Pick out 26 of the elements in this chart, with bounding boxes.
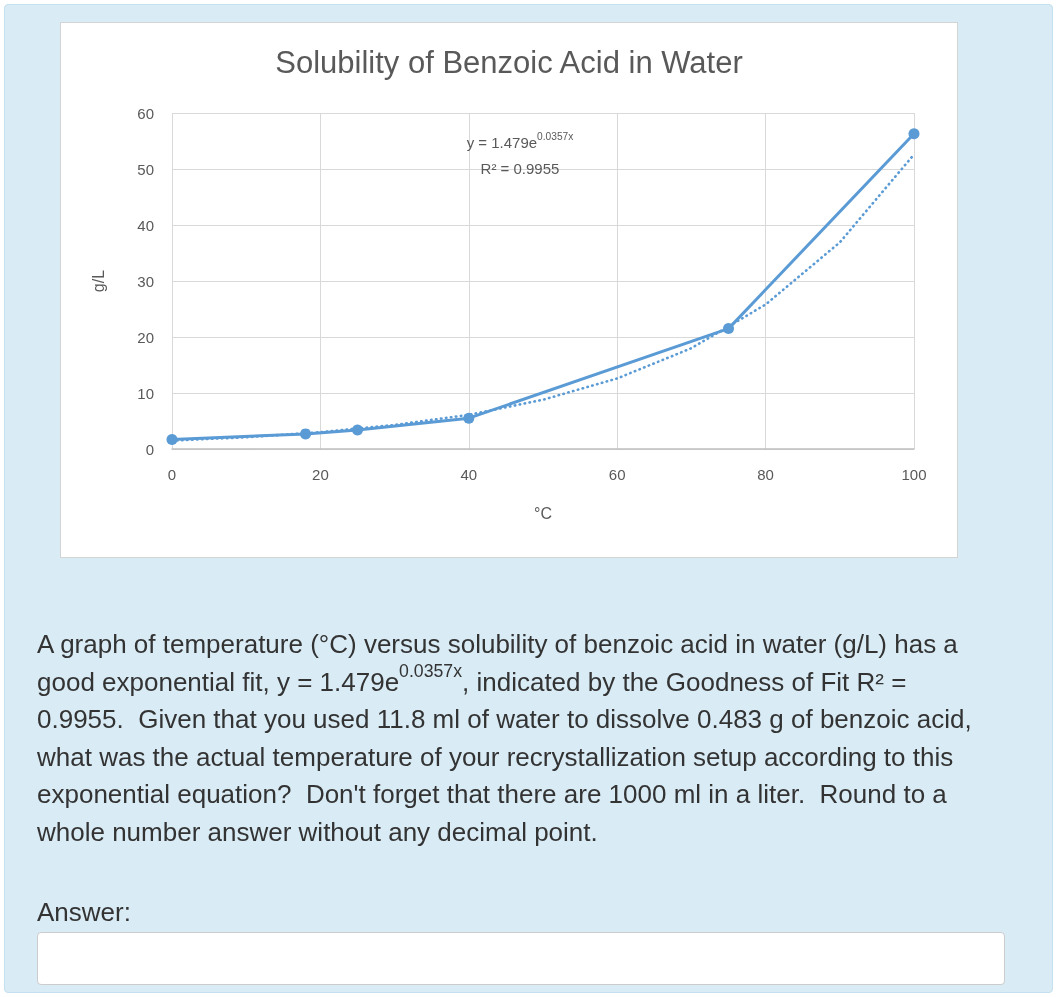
annotation: R² = 0.9955 [479, 159, 561, 179]
y-tick-label: 60 [137, 104, 154, 122]
point [908, 128, 920, 140]
y-tick-label: 40 [137, 216, 154, 234]
y-axis-title: g/L [89, 269, 107, 293]
y-tick-label: 30 [137, 272, 154, 290]
point [723, 323, 734, 335]
x-tick-label: 0 [167, 466, 177, 483]
annotation: y = 1.479e$^{0.0357x}$ [465, 130, 575, 153]
y-tick-label: 0 [145, 440, 154, 458]
point [352, 424, 363, 436]
y-tick-label: 50 [137, 160, 154, 178]
x-axis-title: °C [534, 504, 552, 522]
text: A graph of temperature (°C) versus solubility of benzoic acid in water (g/L) has a good exponential fit, y = 1.479e$^{0.0357x}$, indicated by the Goodness of Fit R² = 0.9955. Given that you used 11.8 ml of water to dissolve 0.483 g of benzoic acid, what was the actual temperature of your recrystallization setup according to this exponential equation? Don't forget that there are 1000 ml in a liter. Round to a whole number answer without any decimal point. [37, 628, 973, 849]
x-tick-label: 80 [757, 466, 774, 483]
y-tick-label: 20 [137, 328, 154, 346]
x-tick-label: 100 [901, 466, 927, 483]
point [463, 412, 475, 424]
point [300, 428, 312, 440]
y-tick-label: 10 [137, 384, 154, 402]
x-tick-label: 20 [312, 466, 329, 483]
point [166, 433, 178, 445]
x-tick-label: 60 [608, 466, 626, 483]
x-tick-label: 40 [460, 466, 478, 483]
chart-title: Solubility of Benzoic Acid in Water [275, 45, 743, 80]
text: Answer: [37, 897, 132, 927]
